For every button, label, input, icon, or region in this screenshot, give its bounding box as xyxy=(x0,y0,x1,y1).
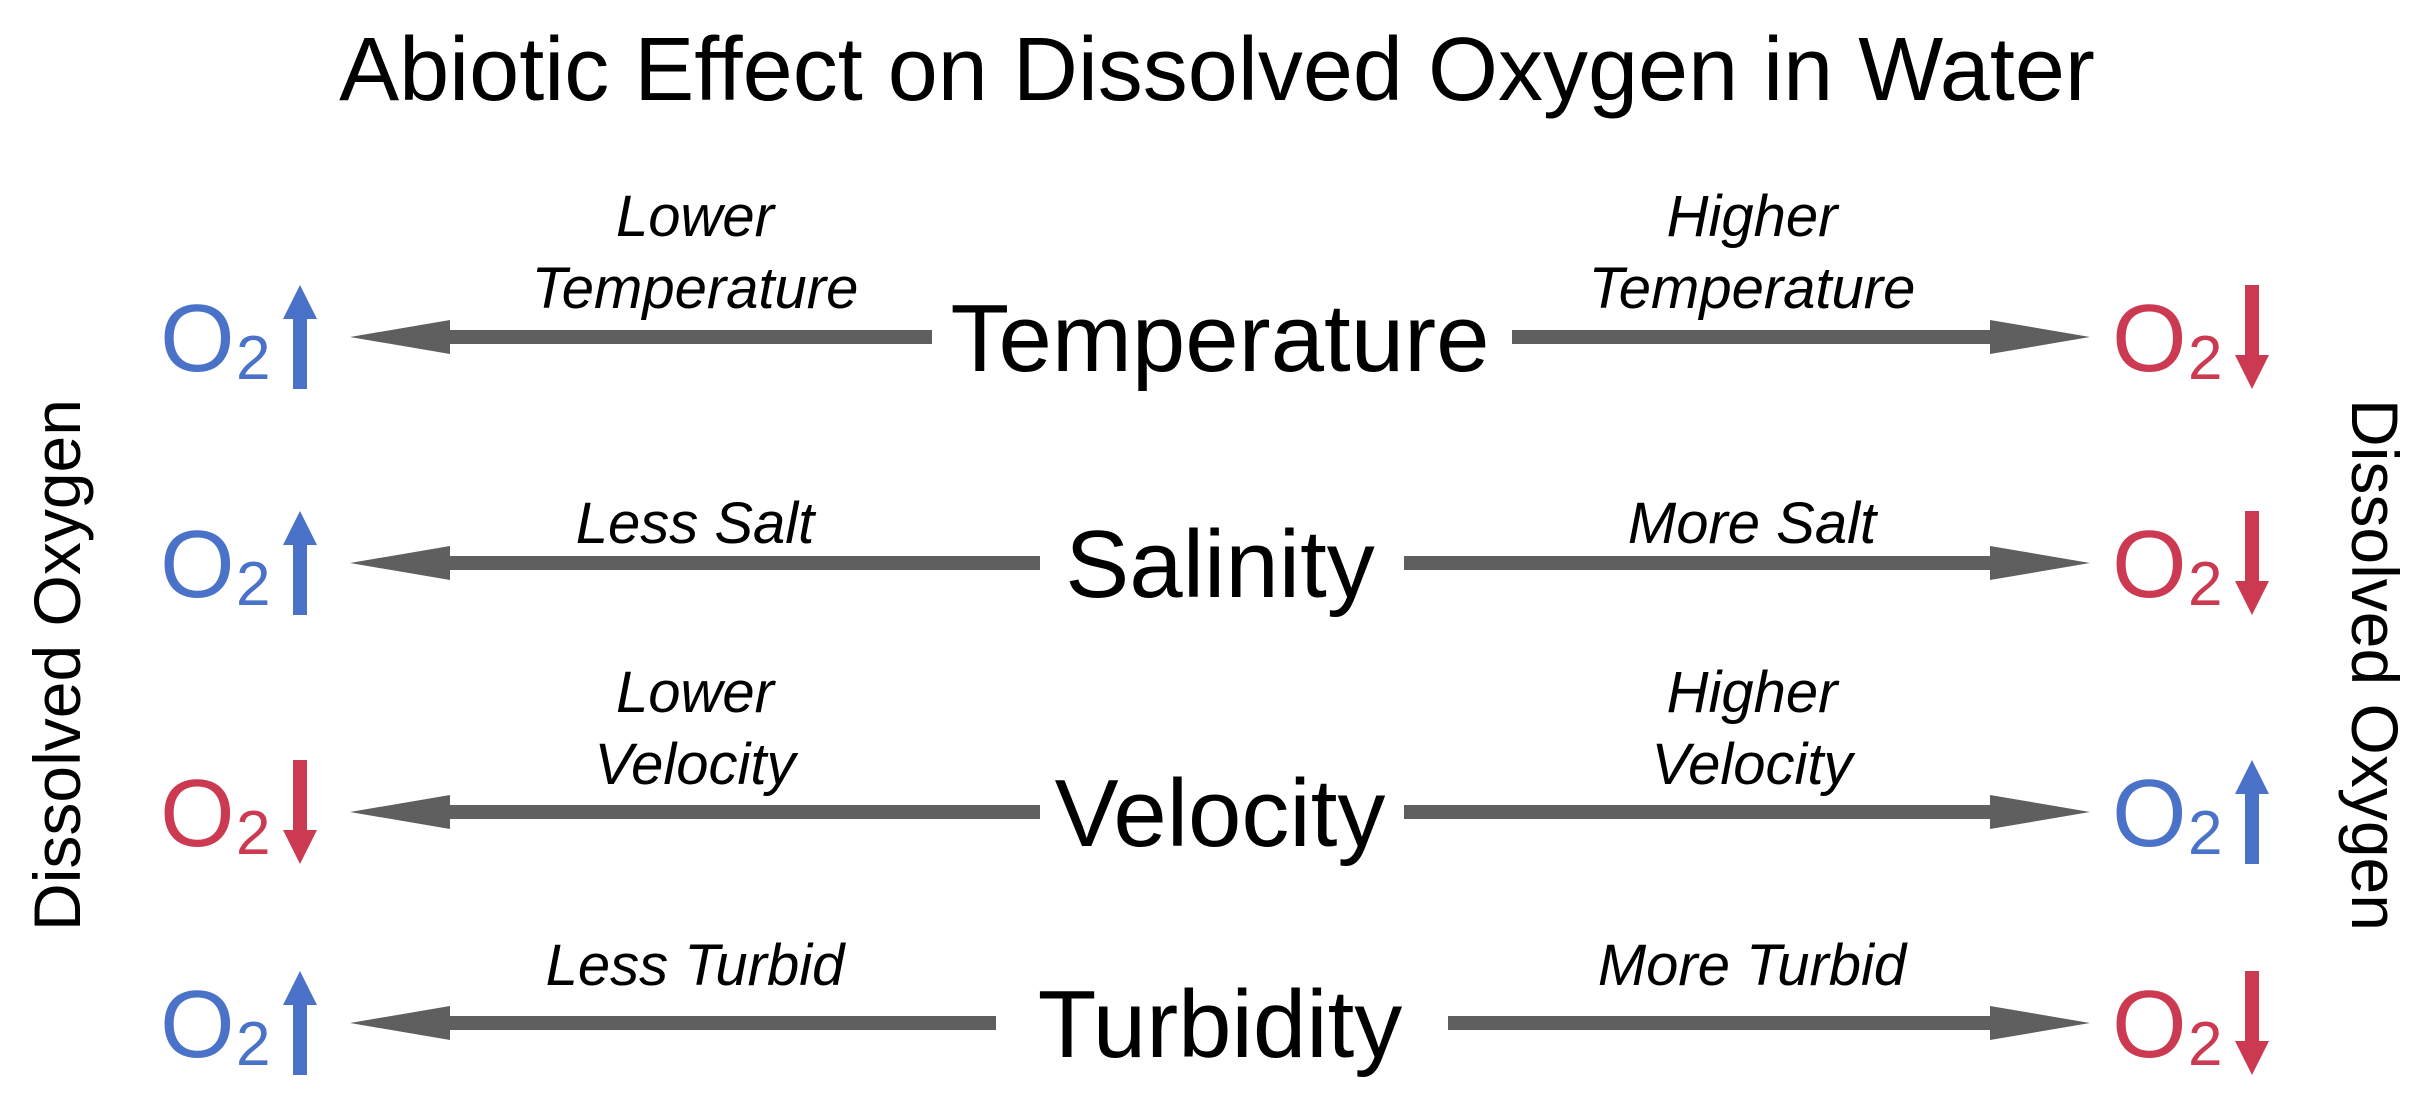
o2-symbol: O xyxy=(2112,511,2187,618)
o2-subscript: 2 xyxy=(2188,799,2222,868)
side-label-left: Dissolved Oxygen xyxy=(20,399,94,931)
o2-symbol: O xyxy=(160,285,235,392)
o2-symbol: O xyxy=(160,760,235,867)
o2-subscript: 2 xyxy=(236,324,270,393)
o2-subscript: 2 xyxy=(236,1010,270,1079)
factor-label: Temperature xyxy=(951,285,1490,392)
arrow-up-icon xyxy=(2235,760,2269,864)
right-arrow xyxy=(1512,320,2090,354)
arrow-up-icon xyxy=(283,285,317,389)
right-condition-label: Higher xyxy=(1667,660,1841,725)
left-condition-label: Lower xyxy=(616,660,777,725)
factor-row: Temperature Lower Temperature Higher Tempera… xyxy=(160,184,2269,393)
right-condition-label: More Salt xyxy=(1628,491,1879,556)
left-condition-label: Lower xyxy=(616,184,777,249)
right-condition-label: Higher xyxy=(1667,184,1841,249)
left-condition-label: Temperature xyxy=(532,256,859,321)
arrow-down-icon xyxy=(283,760,317,864)
o2-symbol: O xyxy=(160,971,235,1078)
diagram-title: Abiotic Effect on Dissolved Oxygen in Wa… xyxy=(339,20,2095,120)
o2-subscript: 2 xyxy=(2188,324,2222,393)
o2-symbol: O xyxy=(160,511,235,618)
left-arrow xyxy=(350,546,1040,580)
o2-symbol: O xyxy=(2112,760,2187,867)
right-condition-label: More Turbid xyxy=(1598,933,1908,998)
factor-label: Salinity xyxy=(1065,511,1374,618)
factor-label: Velocity xyxy=(1055,760,1386,867)
o2-symbol: O xyxy=(2112,971,2187,1078)
right-arrow xyxy=(1404,546,2090,580)
o2-subscript: 2 xyxy=(236,799,270,868)
arrow-down-icon xyxy=(2235,971,2269,1075)
o2-subscript: 2 xyxy=(236,550,270,619)
right-condition-label: Temperature xyxy=(1589,256,1916,321)
o2-symbol: O xyxy=(2112,285,2187,392)
o2-subscript: 2 xyxy=(2188,550,2222,619)
right-arrow xyxy=(1448,1006,2090,1040)
left-condition-label: Less Salt xyxy=(576,491,817,556)
arrow-up-icon xyxy=(283,511,317,615)
side-label-right: Dissolved Oxygen xyxy=(2338,399,2412,931)
right-arrow xyxy=(1404,795,2090,829)
arrow-down-icon xyxy=(2235,511,2269,615)
right-condition-label: Velocity xyxy=(1652,732,1856,797)
arrow-up-icon xyxy=(283,971,317,1075)
factor-label: Turbidity xyxy=(1038,971,1403,1078)
o2-subscript: 2 xyxy=(2188,1010,2222,1079)
left-condition-label: Less Turbid xyxy=(546,933,846,998)
left-arrow xyxy=(350,1006,996,1040)
factor-rows: Temperature Lower Temperature Higher Tempera… xyxy=(160,184,2269,1079)
left-arrow xyxy=(350,795,1040,829)
arrow-down-icon xyxy=(2235,285,2269,389)
left-arrow xyxy=(350,320,932,354)
left-condition-label: Velocity xyxy=(595,732,799,797)
